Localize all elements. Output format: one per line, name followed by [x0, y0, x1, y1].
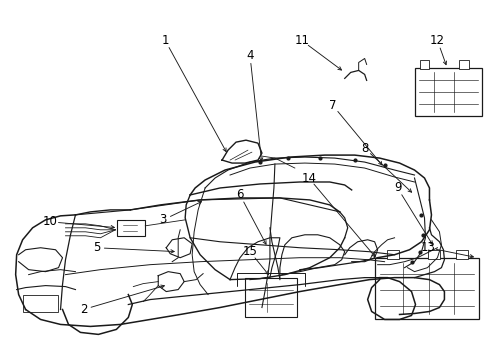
Text: 6: 6: [236, 188, 244, 202]
Text: 4: 4: [246, 49, 254, 62]
Text: 8: 8: [361, 141, 368, 155]
Bar: [387, 250, 398, 259]
Text: 2: 2: [80, 303, 87, 316]
Bar: [428, 250, 441, 259]
Bar: [375, 258, 479, 319]
Text: 11: 11: [294, 34, 309, 47]
Bar: [460, 60, 469, 69]
Text: 15: 15: [243, 245, 257, 258]
Text: 12: 12: [430, 34, 445, 47]
Text: 7: 7: [329, 99, 337, 112]
Text: 9: 9: [394, 181, 401, 194]
Text: 13: 13: [421, 241, 436, 254]
Bar: [415, 68, 482, 116]
Text: 10: 10: [43, 215, 58, 228]
Bar: [245, 278, 297, 318]
Bar: [419, 60, 429, 69]
Text: 14: 14: [301, 171, 317, 185]
Text: 5: 5: [93, 241, 100, 254]
Bar: [118, 220, 145, 236]
Text: 3: 3: [160, 213, 167, 226]
Bar: [456, 250, 468, 259]
Text: 1: 1: [162, 34, 169, 47]
Bar: [23, 294, 57, 312]
